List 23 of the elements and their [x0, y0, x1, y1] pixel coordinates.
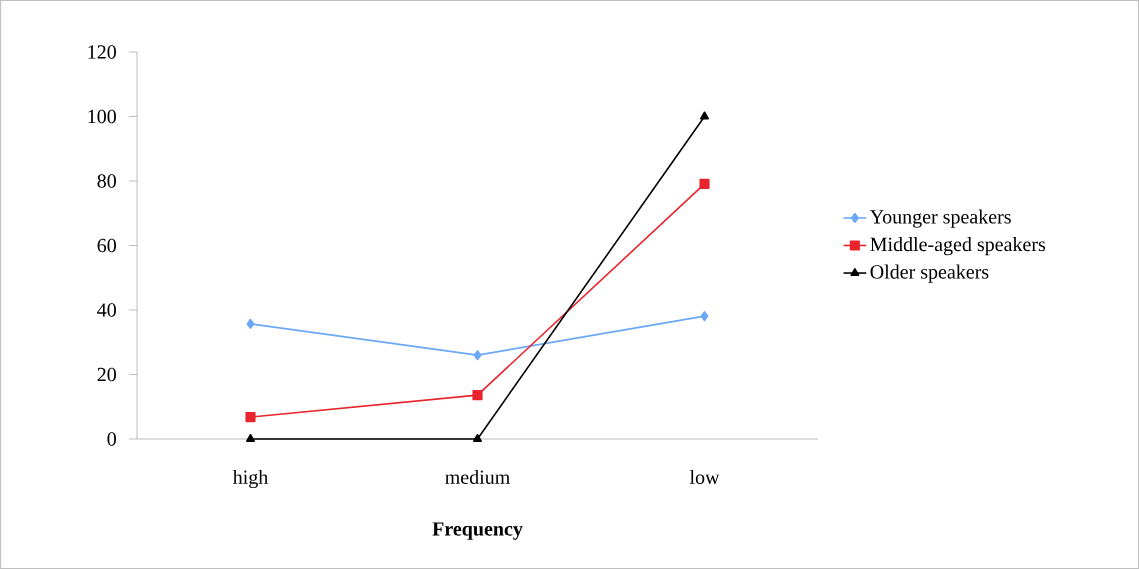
point — [473, 350, 482, 361]
legend-label: Older speakers — [870, 264, 989, 283]
point — [700, 111, 709, 120]
point — [699, 178, 710, 189]
x-axis-title: Frequency — [432, 522, 523, 540]
point — [245, 412, 256, 423]
y-tick-label: 40 — [97, 303, 116, 317]
x-tick-label: medium — [445, 469, 510, 484]
point — [246, 318, 255, 329]
legend-label: Younger speakers — [869, 209, 1011, 228]
y-tick-label: 60 — [97, 238, 116, 253]
x-tick-label: high — [232, 469, 269, 489]
y-tick-label: 80 — [97, 174, 116, 188]
y-tick-label: 0 — [107, 432, 116, 446]
x-tick-label: low — [689, 469, 720, 484]
y-tick-label: 20 — [97, 367, 116, 382]
y-tick-label: 120 — [88, 45, 116, 59]
point — [246, 433, 255, 442]
point — [700, 311, 709, 322]
legend-label: Middle-aged speakers — [870, 237, 1046, 256]
point — [472, 390, 483, 401]
point — [473, 433, 482, 442]
y-tick-label: 100 — [88, 109, 116, 124]
